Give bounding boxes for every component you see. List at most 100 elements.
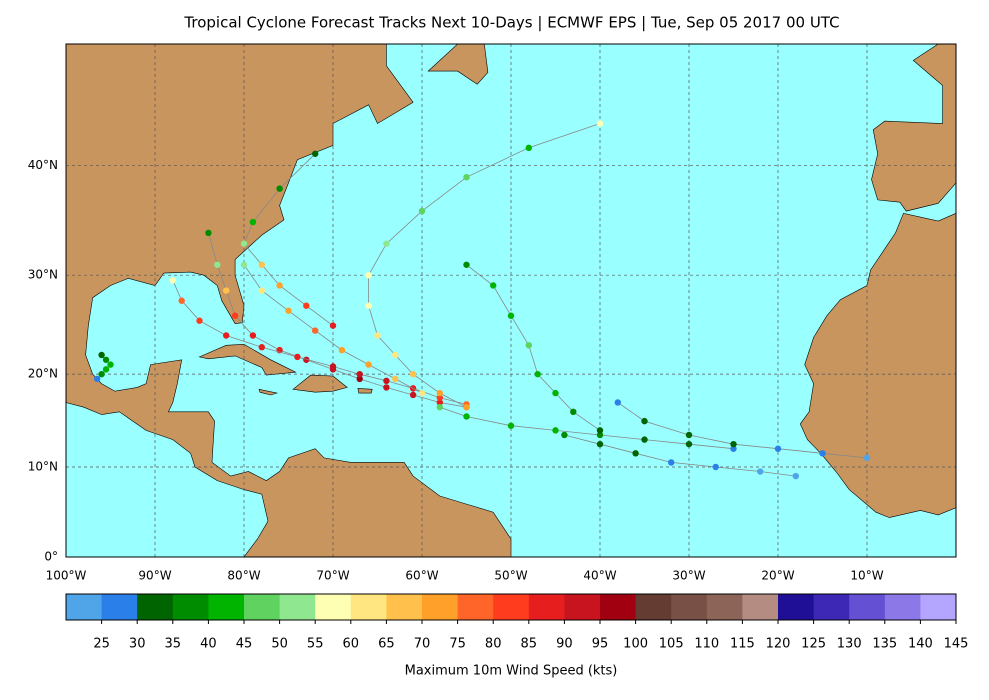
colorbar-tick-label: 70 <box>414 637 431 652</box>
color-swatch <box>742 594 779 620</box>
x-tick-label: 90°W <box>138 569 171 583</box>
colorbar-tick-label: 90 <box>556 637 573 652</box>
track-point <box>819 450 826 457</box>
track-point <box>641 417 648 425</box>
colorbar-tick-label: 105 <box>659 637 684 652</box>
track-point <box>507 422 515 429</box>
track-point <box>240 240 248 247</box>
track-point <box>561 431 568 439</box>
colorbar-tick-label: 120 <box>766 637 791 652</box>
track-point <box>730 445 737 452</box>
landmass <box>357 388 373 394</box>
colorbar-tick-label: 40 <box>200 637 217 652</box>
track-point <box>792 472 799 480</box>
track-point <box>383 384 390 391</box>
track-point <box>93 375 101 383</box>
track-point <box>668 459 675 466</box>
track-point <box>196 317 203 324</box>
y-tick-label: 30°N <box>28 268 58 282</box>
color-swatch <box>315 594 352 620</box>
colorbar-tick-label: 80 <box>485 637 502 652</box>
track-point <box>223 332 230 339</box>
track-point <box>614 399 621 406</box>
color-swatch <box>849 594 886 620</box>
color-swatch <box>279 594 316 620</box>
track-point <box>231 312 239 319</box>
color-swatch <box>706 594 743 620</box>
track-point <box>240 261 248 268</box>
land <box>65 43 957 558</box>
colorbar-tick-label: 135 <box>872 637 897 652</box>
color-swatch <box>920 594 957 620</box>
color-swatch <box>778 594 815 620</box>
track-point <box>294 353 301 361</box>
track-point <box>276 185 283 192</box>
track-point <box>863 454 871 462</box>
colorbar-tick-label: 60 <box>343 637 360 652</box>
track-point <box>409 370 417 378</box>
track-line <box>466 264 601 431</box>
track-point <box>436 403 443 411</box>
colorbar-tick-label: 85 <box>521 637 538 652</box>
y-tick-label: 10°N <box>28 459 58 473</box>
color-swatch <box>528 594 565 620</box>
colorbar-tick-label: 35 <box>165 637 182 652</box>
landmass <box>799 212 957 518</box>
track-point <box>712 463 719 471</box>
track-point <box>98 370 105 378</box>
track-point <box>641 436 648 443</box>
track-point <box>596 427 604 434</box>
track-point <box>436 389 443 397</box>
track-point <box>98 351 105 359</box>
track-point <box>214 261 221 268</box>
colorbar-tick-label: 145 <box>944 637 969 652</box>
track-point <box>356 370 363 378</box>
track-point <box>276 282 283 289</box>
x-tick-label: 70°W <box>316 569 349 583</box>
colorbar-tick-label: 65 <box>378 637 395 652</box>
track-point <box>596 440 604 448</box>
colorbar-tick-label: 25 <box>93 637 110 652</box>
track-point <box>285 307 292 314</box>
track-point <box>356 375 363 383</box>
colorbar-tick-label: 125 <box>801 637 826 652</box>
color-swatch <box>422 594 459 620</box>
track-point <box>258 287 265 294</box>
track-point <box>258 344 265 351</box>
track-point <box>418 207 426 215</box>
track-line <box>243 264 423 394</box>
colorbar-tick-label: 110 <box>694 637 719 652</box>
track-line <box>243 153 334 327</box>
track-point <box>249 332 257 339</box>
track-point <box>685 431 693 439</box>
track-point <box>107 361 114 368</box>
track-point <box>685 440 693 448</box>
track-point <box>490 282 497 289</box>
track-line <box>439 406 734 450</box>
colorbar-tick-label: 115 <box>730 637 755 652</box>
color-swatch <box>457 594 494 620</box>
color-swatch <box>208 594 245 620</box>
colorbar-tick-label: 140 <box>908 637 933 652</box>
color-swatch <box>244 594 281 620</box>
track-line <box>368 123 601 408</box>
track-point <box>409 391 417 399</box>
track-point <box>525 342 532 349</box>
landmass <box>258 388 279 396</box>
track-point <box>774 445 782 452</box>
track-point <box>365 302 372 309</box>
track-point <box>338 346 346 354</box>
track-point <box>632 450 639 457</box>
track-point <box>169 277 176 284</box>
y-tick-label: 0° <box>44 550 58 564</box>
colorbar-tick-label: 45 <box>236 637 253 652</box>
track-point <box>596 431 604 439</box>
color-swatch <box>600 594 637 620</box>
colorbar-tick-label: 75 <box>449 637 466 652</box>
track-point <box>570 408 577 416</box>
color-swatch <box>172 594 209 620</box>
track-point <box>534 370 541 378</box>
track-point <box>312 327 319 334</box>
color-swatch <box>137 594 174 620</box>
color-swatch <box>564 594 601 620</box>
